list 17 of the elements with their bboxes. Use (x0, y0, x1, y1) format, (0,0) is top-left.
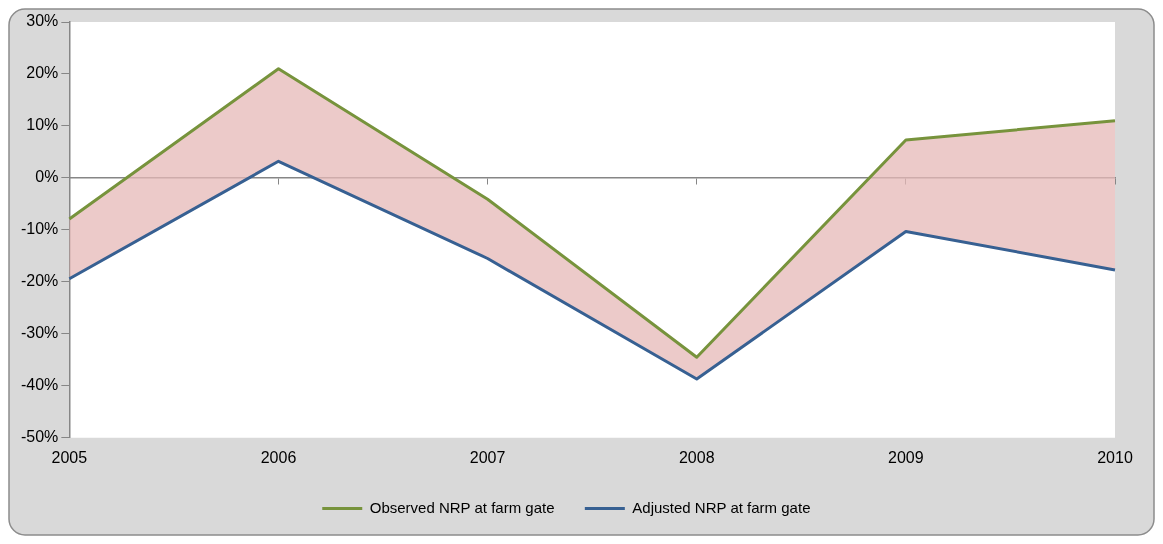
x-tick-label: 2005 (51, 448, 88, 466)
y-tick-label: -50% (20, 428, 59, 446)
x-tick-label: 2008 (678, 448, 715, 466)
x-tick-label: 2007 (469, 448, 506, 466)
x-tick-label: 2010 (1097, 448, 1133, 466)
y-tick-label: 20% (26, 64, 59, 82)
y-tick-label: 30% (26, 12, 59, 30)
y-tick-label: -20% (20, 272, 59, 290)
y-tick-label: 10% (26, 116, 59, 134)
legend-label: Adjusted NRP at farm gate (632, 498, 811, 516)
legend-label: Observed NRP at farm gate (369, 498, 555, 516)
x-tick-label: 2006 (260, 448, 297, 466)
y-tick-label: -30% (20, 324, 59, 342)
x-tick-label: 2009 (888, 448, 924, 466)
y-tick-label: -10% (20, 220, 59, 238)
y-tick-label: 0% (35, 168, 59, 186)
y-tick-label: -40% (20, 376, 59, 394)
